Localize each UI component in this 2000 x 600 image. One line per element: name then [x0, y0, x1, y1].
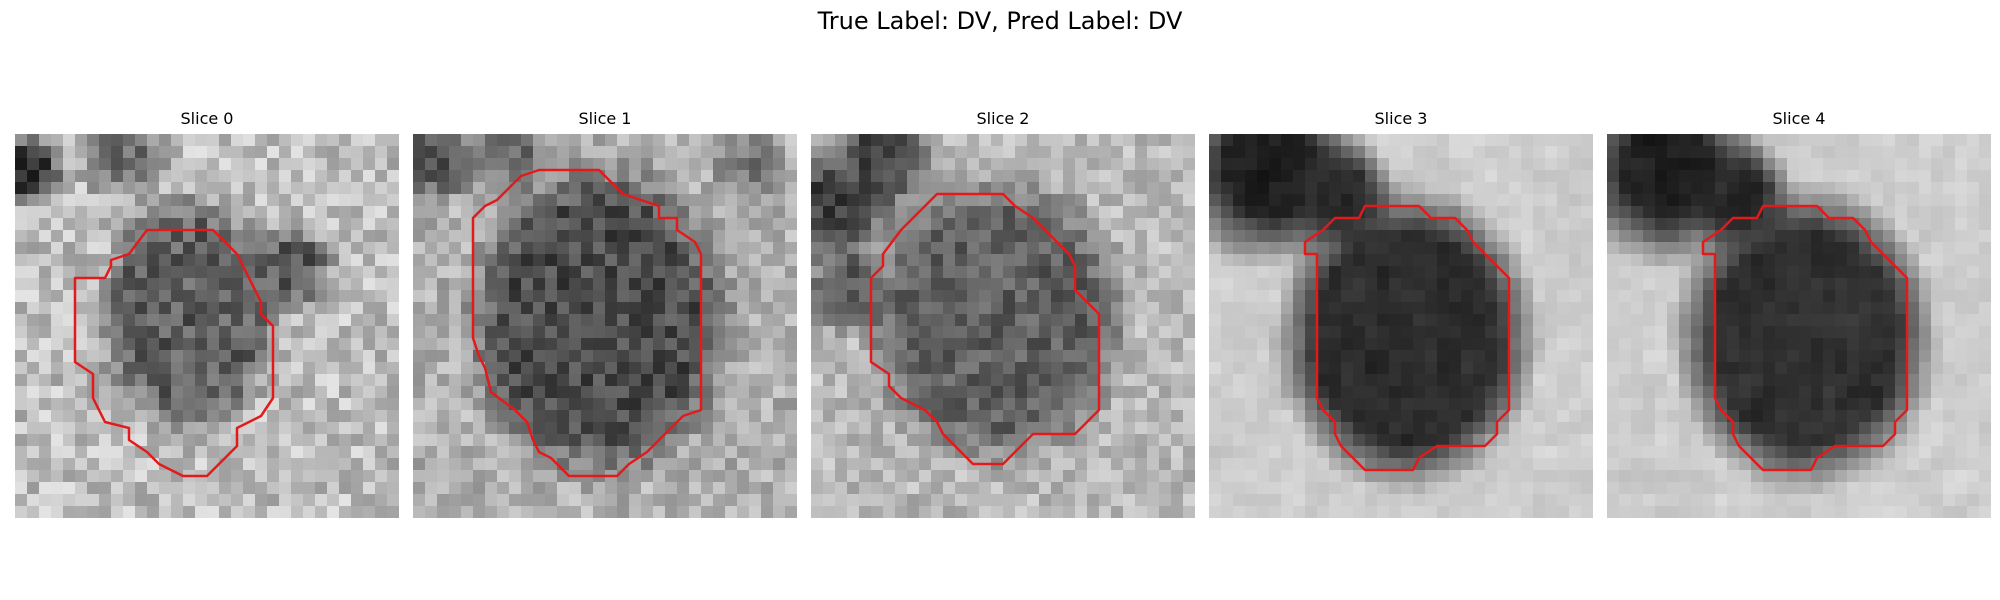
slice-panel-0: Slice 0: [15, 108, 399, 518]
slice-title-2: Slice 2: [976, 109, 1030, 128]
slice-image-3: [1209, 134, 1593, 518]
slice-title-3: Slice 3: [1374, 109, 1428, 128]
slice-panel-4: Slice 4: [1607, 108, 1991, 518]
slice-title-0: Slice 0: [180, 109, 234, 128]
slice-panel-2: Slice 2: [811, 108, 1195, 518]
slice-title-1: Slice 1: [578, 109, 632, 128]
segmentation-contour: [471, 168, 703, 478]
slice-panel-1: Slice 1: [413, 108, 797, 518]
slice-image-1: [413, 134, 797, 518]
segmentation-contour: [73, 228, 275, 478]
segmentation-contour: [1701, 204, 1909, 472]
slice-image-2: [811, 134, 1195, 518]
segmentation-contour: [869, 192, 1101, 466]
slice-image-4: [1607, 134, 1991, 518]
slice-panel-3: Slice 3: [1209, 108, 1593, 518]
segmentation-contour: [1303, 204, 1511, 472]
slice-title-4: Slice 4: [1772, 109, 1826, 128]
figure-title: True Label: DV, Pred Label: DV: [817, 7, 1183, 35]
slice-image-0: [15, 134, 399, 518]
